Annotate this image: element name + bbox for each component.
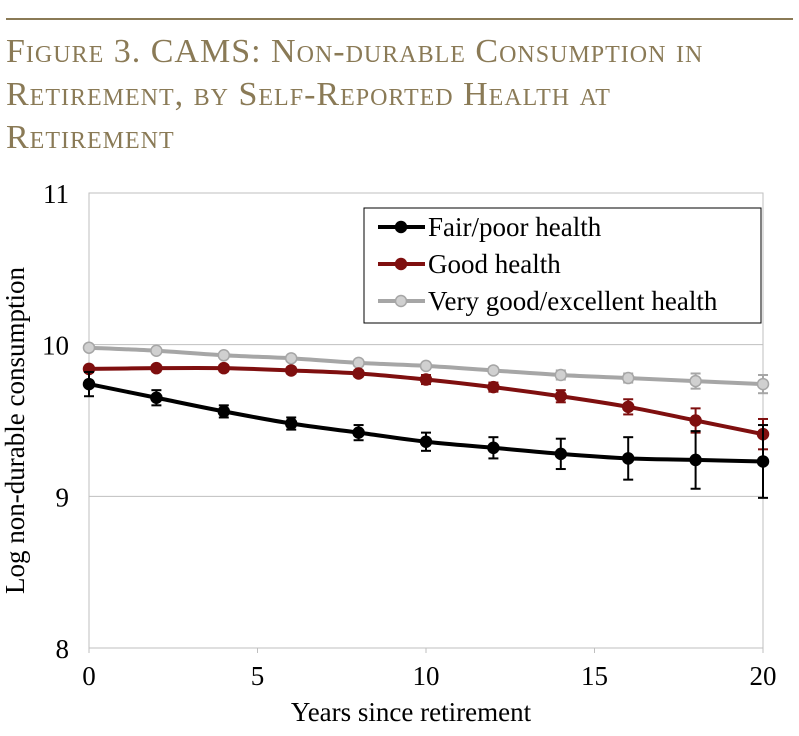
x-axis-title: Years since retirement bbox=[291, 697, 532, 727]
data-point bbox=[217, 405, 231, 418]
y-tick-label: 8 bbox=[56, 634, 70, 664]
legend-label: Fair/poor health bbox=[428, 212, 602, 242]
x-tick-label: 20 bbox=[750, 661, 777, 691]
data-point bbox=[82, 341, 96, 354]
data-point bbox=[689, 374, 702, 388]
legend-marker bbox=[394, 220, 408, 234]
series-1 bbox=[82, 361, 770, 451]
data-point bbox=[554, 389, 568, 403]
data-point bbox=[621, 452, 635, 465]
data-point bbox=[419, 435, 433, 448]
data-point bbox=[419, 373, 433, 386]
legend-label: Very good/excellent health bbox=[428, 286, 718, 316]
data-point bbox=[82, 377, 96, 391]
legend-box bbox=[363, 207, 762, 324]
figure-title: Figure 3. CAMS: Non-durable Consumption … bbox=[6, 33, 704, 156]
data-point bbox=[150, 361, 163, 375]
x-tick-label: 0 bbox=[82, 661, 96, 691]
data-point bbox=[554, 368, 568, 382]
data-point bbox=[150, 344, 163, 357]
data-point bbox=[217, 349, 231, 362]
data-point bbox=[621, 371, 635, 385]
data-point bbox=[621, 400, 635, 414]
legend-label: Good health bbox=[428, 249, 561, 279]
legend: Fair/poor health Good health Very good/exc… bbox=[363, 207, 762, 324]
series-0 bbox=[82, 370, 770, 499]
y-axis-title: Log non-durable consumption bbox=[0, 267, 30, 594]
data-point bbox=[487, 364, 500, 377]
data-point bbox=[284, 364, 298, 377]
data-point bbox=[284, 352, 298, 365]
data-point bbox=[150, 391, 163, 404]
legend-marker bbox=[394, 257, 408, 271]
data-point bbox=[284, 417, 298, 430]
series-2 bbox=[82, 341, 770, 395]
data-point bbox=[689, 453, 702, 467]
data-point bbox=[217, 361, 231, 375]
x-tick-label: 15 bbox=[581, 661, 608, 691]
y-tick-label: 10 bbox=[42, 331, 69, 361]
x-tick-label: 5 bbox=[251, 661, 265, 691]
y-tick-label: 9 bbox=[56, 482, 70, 512]
legend-marker bbox=[394, 294, 408, 308]
data-point bbox=[487, 380, 500, 394]
x-tick-label: 10 bbox=[413, 661, 440, 691]
data-point bbox=[689, 414, 702, 427]
data-point bbox=[352, 356, 365, 370]
data-point bbox=[554, 447, 568, 461]
y-tick-label: 11 bbox=[43, 179, 69, 209]
data-point bbox=[756, 377, 770, 391]
data-point bbox=[419, 359, 433, 373]
data-point bbox=[352, 426, 365, 439]
title-rule bbox=[6, 18, 793, 20]
data-point bbox=[756, 455, 770, 468]
data-point bbox=[352, 367, 365, 380]
data-point bbox=[487, 441, 500, 455]
